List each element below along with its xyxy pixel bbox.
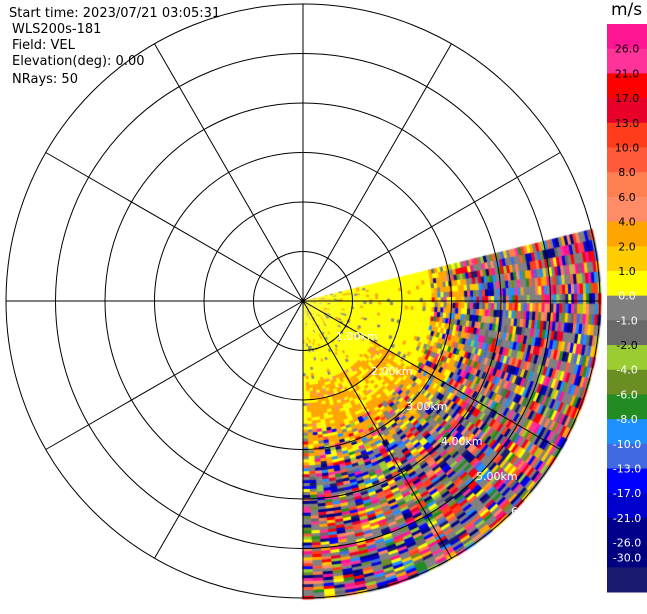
nrays-label: NRays: 50 [12, 72, 78, 87]
azimuth-spoke [302, 43, 452, 302]
colorbar-swatch [607, 345, 647, 371]
colorbar-swatch [607, 48, 647, 74]
colorbar-tick-label: -21.0 [613, 512, 641, 525]
colorbar-tick-label: -6.0 [616, 388, 637, 401]
azimuth-spoke [45, 152, 304, 302]
colorbar-swatch [607, 73, 647, 99]
colorbar-tick-label: -26.0 [613, 537, 641, 550]
colorbar-swatch [607, 493, 647, 519]
colorbar-tick-label: 17.0 [615, 92, 640, 105]
colorbar-tick-label: -13.0 [613, 463, 641, 476]
azimuth-spoke [302, 300, 452, 559]
colorbar-tick-label: 1.0 [618, 265, 636, 278]
azimuth-spoke [154, 300, 304, 559]
colorbar-swatch [607, 122, 647, 148]
colorbar-swatch [607, 567, 647, 593]
instrument-label: WLS200s-181 [12, 22, 102, 37]
range-ring-label: 1.00km [336, 330, 378, 343]
colorbar-tick-label: 2.0 [618, 240, 636, 253]
colorbar-title: m/s [611, 0, 643, 20]
elevation-label: Elevation(deg): 0.00 [12, 54, 145, 69]
colorbar-tick-label: 4.0 [618, 216, 636, 229]
colorbar-tick-label: 6.0 [618, 191, 636, 204]
colorbar-tick-label: -4.0 [616, 364, 637, 377]
colorbar-tick-label: 21.0 [615, 67, 640, 80]
colorbar-tick-label: -8.0 [616, 413, 637, 426]
colorbar: 26.0 21.0 17.0 13.0 10.0 8.0 6.0 4.0 2.0 1.0 0.0 -1… [607, 24, 647, 593]
colorbar-tick-label: 8.0 [618, 166, 636, 179]
colorbar-swatch [607, 517, 647, 544]
range-ring-label: 5.00km [476, 470, 518, 483]
colorbar-swatch [607, 246, 647, 272]
colorbar-tick-label: 26.0 [615, 43, 640, 56]
field-label: Field: VEL [12, 38, 75, 53]
range-ring-label: 3.00km [406, 400, 448, 413]
colorbar-swatch [607, 24, 647, 50]
colorbar-swatch [607, 394, 647, 420]
colorbar-swatch [607, 320, 647, 346]
range-ring-label: 4.00km [441, 435, 483, 448]
start-time-label: Start time: 2023/07/21 03:05:31 [9, 6, 221, 21]
colorbar-swatch [607, 270, 647, 297]
colorbar-swatch [607, 419, 647, 445]
colorbar-tick-label: 10.0 [615, 141, 640, 154]
colorbar-swatch [607, 221, 647, 247]
range-ring-label: 6 [511, 505, 518, 518]
azimuth-spoke [302, 152, 561, 302]
colorbar-tick-label: 13.0 [615, 117, 640, 130]
colorbar-swatch [607, 98, 647, 124]
colorbar-swatch [607, 295, 647, 321]
colorbar-tick-label: -2.0 [616, 339, 637, 352]
colorbar-tick-label: -17.0 [613, 487, 641, 500]
colorbar-swatch [607, 443, 647, 470]
colorbar-swatch [607, 369, 647, 395]
colorbar-tick-label: 0.0 [618, 290, 636, 303]
azimuth-spoke [45, 300, 304, 450]
colorbar-tick-label: -1.0 [616, 314, 637, 327]
colorbar-swatch [607, 172, 647, 198]
colorbar-swatch [607, 147, 647, 173]
azimuth-spoke [154, 43, 304, 302]
range-ring-label: 2.00km [371, 365, 413, 378]
colorbar-swatch [607, 542, 647, 568]
azimuth-spoke [302, 300, 561, 450]
colorbar-tick-label: -10.0 [613, 438, 641, 451]
colorbar-swatch [607, 196, 647, 223]
colorbar-tick-label: -30.0 [613, 551, 641, 564]
colorbar-swatch [607, 468, 647, 494]
